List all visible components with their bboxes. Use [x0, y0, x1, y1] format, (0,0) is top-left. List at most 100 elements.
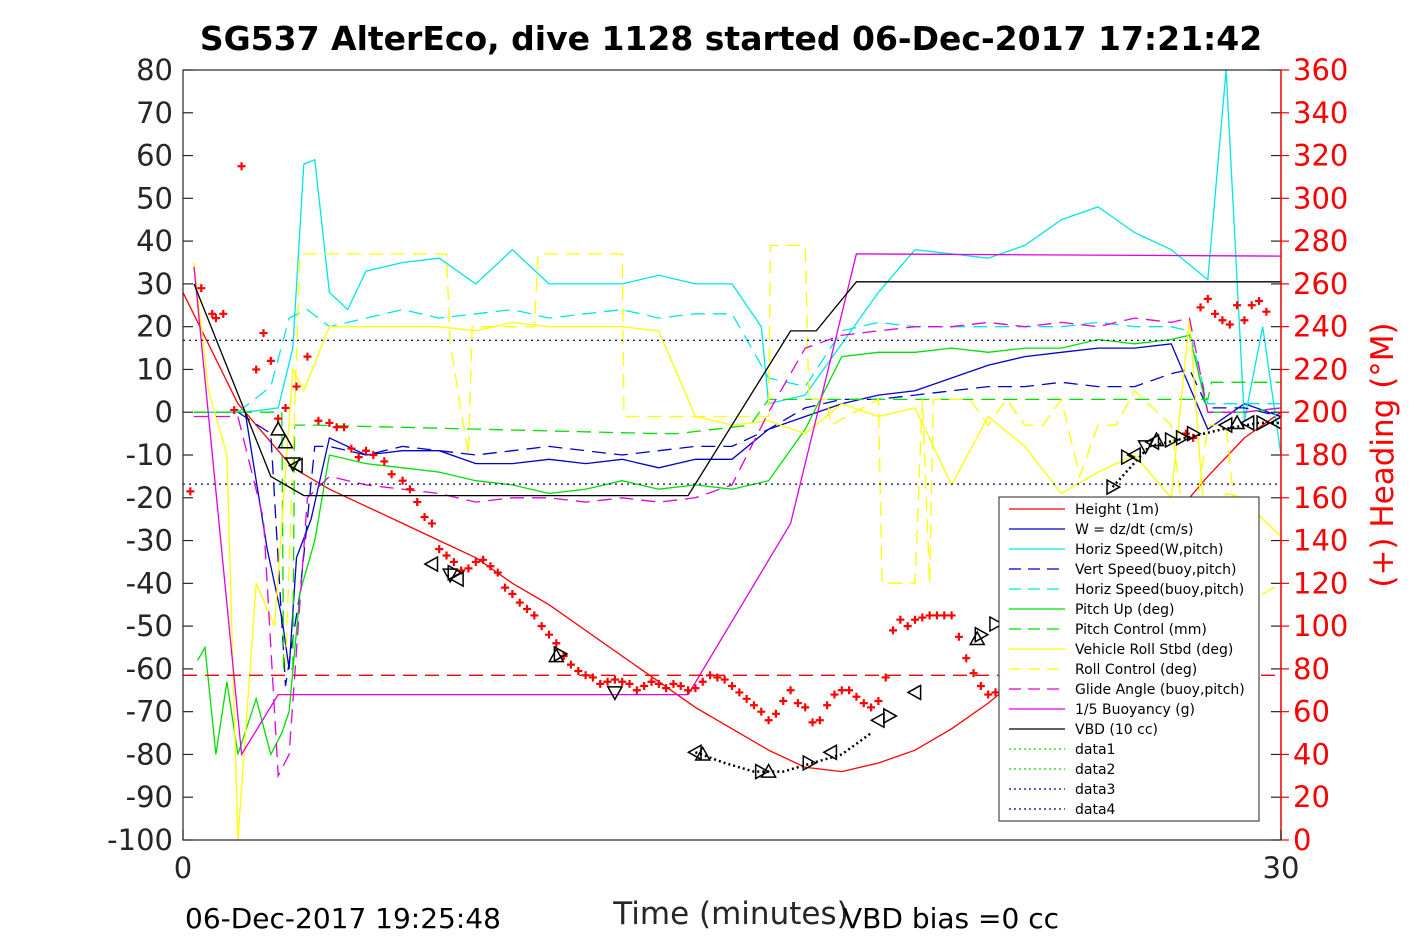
heading-point	[435, 545, 444, 554]
legend-label: Pitch Up (deg)	[1075, 602, 1174, 618]
heading-point	[427, 519, 436, 528]
heading-point	[186, 487, 195, 496]
x-axis: 0 30	[174, 830, 1299, 885]
heading-point	[292, 382, 301, 391]
series-line-2	[194, 70, 1281, 456]
heading-point	[515, 598, 524, 607]
heading-point	[603, 677, 612, 686]
heading-point	[537, 622, 546, 631]
right-tick-label: 280	[1293, 224, 1348, 258]
heading-point	[962, 654, 971, 663]
heading-point	[347, 444, 356, 453]
left-tick-label: -10	[126, 438, 173, 472]
heading-point	[691, 684, 700, 693]
right-tick-label: 240	[1293, 310, 1348, 344]
heading-point	[574, 667, 583, 676]
heading-point	[230, 406, 239, 415]
heading-point	[625, 679, 634, 688]
heading-point	[742, 694, 751, 703]
left-tick-label: 0	[155, 395, 173, 429]
triangle-marker-5	[441, 568, 459, 584]
heading-point	[837, 686, 846, 695]
heading-point	[566, 660, 575, 669]
heading-point	[237, 162, 246, 171]
heading-point	[757, 707, 766, 716]
triangle-marker-4	[423, 555, 439, 573]
right-y-axis: 3603403203002802602402202001801601401201…	[1280, 53, 1348, 857]
heading-point	[479, 555, 488, 564]
series-line-9	[194, 317, 1281, 779]
right-tick-label: 40	[1293, 737, 1330, 771]
legend-label: data1	[1075, 742, 1115, 758]
right-tick-label: 300	[1293, 181, 1348, 215]
triangle-marker-15	[802, 754, 818, 772]
heading-point	[369, 451, 378, 459]
triangle-marker-23	[1106, 478, 1122, 496]
triangle-marker-34	[1239, 414, 1255, 432]
heading-point	[801, 703, 810, 712]
right-tick-label: 200	[1293, 395, 1348, 429]
triangle-marker-25	[1126, 446, 1141, 464]
heading-point	[501, 583, 510, 592]
heading-point	[947, 611, 956, 620]
heading-point	[918, 613, 927, 622]
right-tick-label: 160	[1293, 481, 1348, 515]
heading-point	[523, 605, 532, 613]
right-y-axis-label: (+) Heading (°M)	[1365, 322, 1401, 587]
triangle-marker-7	[448, 570, 464, 588]
legend-label: Horiz Speed(W,pitch)	[1075, 542, 1223, 558]
left-tick-label: -90	[126, 780, 173, 814]
left-tick-label: 50	[136, 181, 173, 215]
heading-point	[654, 679, 663, 688]
left-tick-label: -20	[126, 481, 173, 515]
heading-point	[1262, 307, 1271, 316]
footer-vbd-bias: VBD bias =0 cc	[843, 902, 1059, 935]
heading-point	[771, 709, 780, 718]
series-line-8	[284, 244, 1281, 669]
heading-point	[954, 632, 963, 641]
heading-point	[823, 701, 832, 710]
series-line-5	[197, 334, 1281, 757]
legend-label: VBD (10 cc)	[1075, 722, 1158, 738]
right-tick-label: 100	[1293, 609, 1348, 643]
footer-timestamp: 06-Dec-2017 19:25:48	[185, 902, 501, 935]
heading-point	[779, 696, 788, 705]
left-tick-label: -50	[126, 609, 173, 643]
heading-point	[493, 568, 502, 577]
heading-point	[208, 309, 217, 318]
triangle-marker-8	[548, 647, 565, 663]
heading-point	[845, 686, 854, 695]
heading-point	[380, 457, 389, 466]
triangle-marker-3	[287, 457, 303, 474]
x-tick-label: 0	[174, 851, 192, 885]
legend-label: Vehicle Roll Stbd (deg)	[1075, 642, 1233, 658]
triangle-marker-30	[1175, 429, 1191, 447]
triangle-marker-12	[694, 745, 711, 761]
legend-label: Height (1m)	[1075, 502, 1159, 518]
series-line-1	[194, 343, 1281, 669]
right-tick-label: 140	[1293, 524, 1348, 558]
triangle-marker-26	[1137, 440, 1154, 455]
heading-point	[903, 622, 912, 631]
heading-point	[969, 669, 978, 678]
left-tick-label: -60	[126, 652, 173, 686]
heading-point	[211, 314, 220, 323]
heading-point	[932, 611, 941, 620]
left-tick-label: -80	[126, 737, 173, 771]
series-line-3	[194, 368, 1281, 687]
heading-point	[420, 513, 429, 522]
legend-box	[998, 496, 1260, 822]
left-tick-label: 40	[136, 224, 173, 258]
right-tick-label: 220	[1293, 352, 1348, 386]
left-y-axis: 80 70 60 50 40 30 20 10 0 -10 -20 -30 -40 -50 -60 -70 -8…	[107, 53, 1281, 857]
right-tick-label: 120	[1293, 566, 1348, 600]
triangle-markers	[269, 414, 1281, 780]
left-tick-label: 20	[136, 310, 173, 344]
triangle-marker-22	[989, 615, 1005, 633]
triangle-marker-35	[1256, 414, 1272, 432]
heading-point	[735, 688, 744, 697]
heading-point	[698, 677, 707, 686]
heading-point	[676, 682, 685, 690]
heading-point	[647, 677, 656, 686]
heading-point	[720, 675, 729, 684]
